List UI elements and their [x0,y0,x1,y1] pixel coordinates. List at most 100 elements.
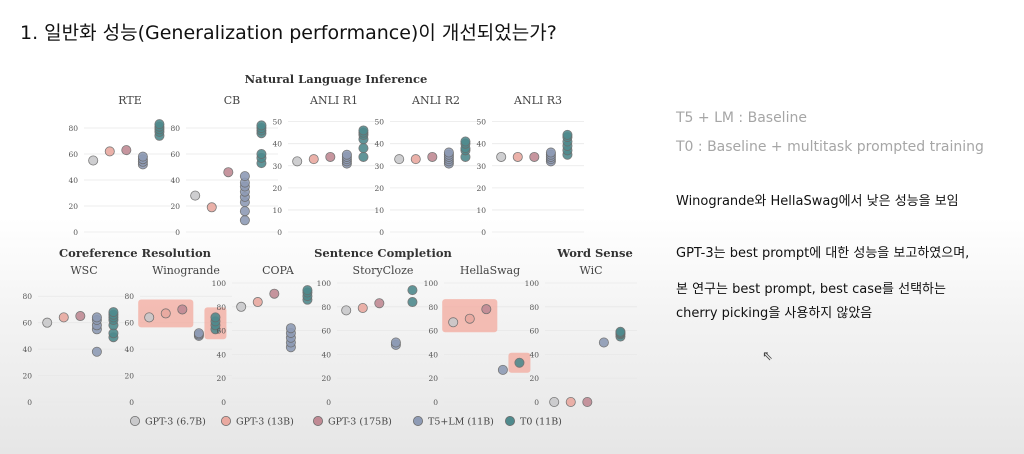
y-tick-label-anli-r2: 30 [374,162,384,171]
data-point-cb-t0-11b [256,148,267,159]
y-tick-label-anli-r1: 30 [272,162,282,171]
y-tick-label-wic: 100 [525,279,540,288]
data-point-anli-r1-t5-lm-11b [341,149,352,160]
data-point-cb-gpt-3-6-7b [190,190,201,201]
y-tick-label-wic: 60 [529,327,539,336]
results-figure: Natural Language Inference Coreference Re… [22,72,637,428]
data-point-hellaswag-t0-11b [514,357,525,368]
y-tick-label-cb: 40 [170,176,180,185]
data-point-anli-r3-gpt-3-175b [529,151,540,162]
data-point-cb-gpt-3-175b [223,167,234,178]
legend-label-t0-11b: T0 (11B) [520,417,562,428]
data-point-anli-r2-gpt-3-13b [410,154,421,165]
data-point-winogrande-gpt-3-6-7b [144,312,155,323]
y-tick-label-cb: 0 [175,228,180,237]
y-tick-label-anli-r3: 50 [476,118,486,127]
data-point-storycloze-gpt-3-6-7b [341,305,352,316]
legend-marker-gpt-3-175b [312,415,323,426]
data-point-wsc-gpt-3-6-7b [42,317,53,328]
legend-note-t0: T0 : Baseline + multitask prompted train… [676,139,984,155]
y-tick-label-winogrande: 60 [124,319,134,328]
data-point-storycloze-t5-lm-11b [390,337,401,348]
data-point-storycloze-gpt-3-175b [374,298,385,309]
data-point-anli-r3-gpt-3-6-7b [496,151,507,162]
y-tick-label-wsc: 20 [22,372,32,381]
y-tick-label-storycloze: 100 [317,279,332,288]
y-tick-label-hellaswag: 20 [428,374,438,383]
y-tick-label-copa: 40 [216,350,226,359]
group-title-sentence-completion: Sentence Completion [314,246,452,260]
data-point-wic-gpt-3-13b [565,396,576,407]
note-no-cherry-picking-line2: cherry picking을 사용하지 않았음 [676,306,873,321]
data-point-winogrande-t0-11b [210,312,221,323]
data-point-winogrande-gpt-3-175b [177,304,188,315]
data-point-cb-t0-11b [256,120,267,131]
legend-marker-t5-lm-11b [412,415,423,426]
data-point-anli-r3-t0-11b [562,129,573,140]
y-tick-label-storycloze: 40 [321,350,331,359]
y-tick-label-hellaswag: 0 [433,398,438,407]
y-tick-label-storycloze: 80 [321,303,331,312]
legend-note-t5-lm: T5 + LM : Baseline [676,110,807,126]
legend-label-gpt-3-13b: GPT-3 (13B) [236,417,294,428]
slide-title: 1. 일반화 성능(Generalization performance)이 개… [20,22,557,44]
y-tick-label-anli-r2: 0 [379,228,384,237]
data-point-hellaswag-gpt-3-13b [464,313,475,324]
y-tick-label-anli-r3: 30 [476,162,486,171]
group-title-word-sense: Word Sense [556,246,633,260]
data-point-storycloze-t0-11b [407,297,418,308]
data-point-hellaswag-t5-lm-11b [497,364,508,375]
data-point-wsc-t0-11b [108,307,119,318]
y-tick-label-anli-r1: 20 [272,184,282,193]
data-point-anli-r1-t0-11b [358,151,369,162]
panel-title-anli-r3: ANLI R3 [513,94,562,107]
note-gpt3-best-prompt: GPT-3는 best prompt에 대한 성능을 보고하였으며, [676,246,970,261]
data-point-cb-gpt-3-13b [206,202,217,213]
y-tick-label-anli-r3: 10 [476,206,486,215]
data-point-wic-t5-lm-11b [598,337,609,348]
data-point-hellaswag-gpt-3-6-7b [448,317,459,328]
y-tick-label-copa: 0 [221,398,226,407]
y-tick-label-winogrande: 80 [124,292,134,301]
y-tick-label-wsc: 80 [22,292,32,301]
y-tick-label-anli-r1: 10 [272,206,282,215]
y-tick-label-wic: 0 [534,398,539,407]
y-tick-label-wsc: 60 [22,319,32,328]
group-title-natural-language-inference: Natural Language Inference [245,72,428,86]
group-title-coreference-resolution: Coreference Resolution [59,246,212,260]
legend-marker-gpt-3-13b [220,415,231,426]
data-point-hellaswag-gpt-3-175b [481,304,492,315]
y-tick-label-rte: 80 [68,124,78,133]
note-no-cherry-picking-line1: 본 연구는 best prompt, best case를 선택하는 [676,282,946,297]
data-point-cb-t5-lm-11b [239,206,250,217]
panel-title-storycloze: StoryCloze [353,264,414,277]
data-point-anli-r2-t0-11b [460,136,471,147]
data-point-storycloze-gpt-3-13b [357,302,368,313]
legend-label-gpt-3-175b: GPT-3 (175B) [328,417,392,428]
y-tick-label-anli-r1: 40 [272,140,282,149]
y-tick-label-anli-r3: 40 [476,140,486,149]
data-point-anli-r1-t0-11b [358,125,369,136]
data-point-cb-t5-lm-11b [239,215,250,226]
y-tick-label-hellaswag: 60 [428,327,438,336]
y-tick-label-winogrande: 40 [124,345,134,354]
panel-title-hellaswag: HellaSwag [460,264,520,277]
y-tick-label-winogrande: 20 [124,372,134,381]
y-tick-label-wic: 40 [529,350,539,359]
panel-title-anli-r1: ANLI R1 [309,94,358,107]
y-tick-label-hellaswag: 80 [428,303,438,312]
note-low-performance: Winogrande와 HellaSwag에서 낮은 성능을 보임 [676,194,959,209]
data-point-copa-gpt-3-175b [269,288,280,299]
y-tick-label-storycloze: 60 [321,327,331,336]
panel-title-wic: WiC [579,264,602,277]
data-point-copa-t0-11b [302,285,313,296]
data-point-anli-r1-gpt-3-6-7b [292,156,303,167]
data-point-wic-gpt-3-175b [582,396,593,407]
y-tick-label-rte: 0 [73,228,78,237]
y-tick-label-anli-r1: 50 [272,118,282,127]
y-tick-label-cb: 60 [170,150,180,159]
data-point-rte-t0-11b [154,119,165,130]
data-point-anli-r1-t0-11b [358,143,369,154]
panel-title-wsc: WSC [70,264,97,277]
y-tick-label-anli-r2: 50 [374,118,384,127]
